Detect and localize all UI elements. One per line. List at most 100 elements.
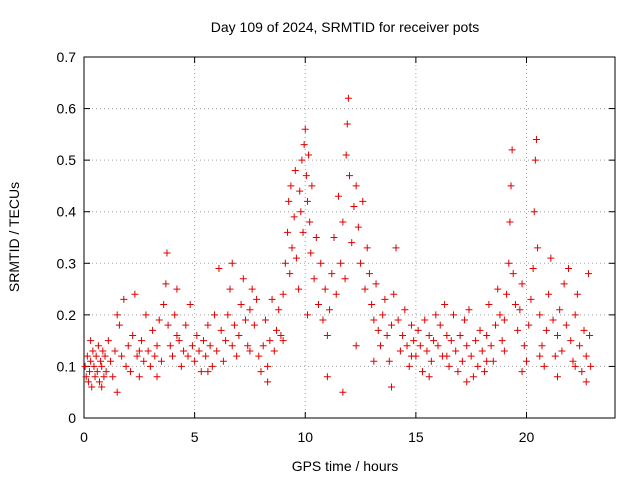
data-point: [95, 378, 103, 386]
data-point: [507, 182, 515, 190]
data-point: [489, 357, 497, 365]
data-point: [401, 306, 409, 314]
data-point: [228, 259, 236, 267]
data-point: [83, 352, 91, 360]
data-point: [213, 347, 221, 355]
data-point: [334, 192, 342, 200]
data-point: [135, 347, 143, 355]
data-point: [370, 357, 378, 365]
data-point: [279, 337, 287, 345]
data-point: [191, 357, 199, 365]
data-point: [354, 223, 362, 231]
data-point: [169, 352, 176, 360]
data-point: [162, 280, 170, 288]
data-point: [505, 259, 513, 267]
data-point: [407, 321, 415, 329]
data-point: [540, 362, 548, 370]
data-point: [421, 316, 429, 324]
data-point: [547, 254, 555, 262]
data-point: [228, 342, 236, 350]
data-point: [149, 326, 157, 334]
data-point: [506, 218, 514, 226]
data-point: [138, 337, 146, 345]
y-axis-label: SRMTID / TECUs: [6, 182, 22, 292]
data-point: [542, 326, 550, 334]
data-point: [396, 347, 404, 355]
data-point: [253, 295, 261, 303]
data-point: [239, 275, 247, 283]
data-point: [248, 285, 256, 293]
data-point: [297, 208, 305, 216]
data-point: [361, 285, 369, 293]
data-point: [385, 357, 393, 365]
data-point: [246, 306, 254, 314]
data-point: [92, 352, 100, 360]
data-point: [425, 373, 433, 381]
data-point: [307, 249, 315, 257]
grid-lines: [84, 57, 615, 418]
data-point: [279, 290, 287, 298]
data-point: [463, 378, 471, 386]
data-point: [374, 326, 382, 334]
data-point: [443, 331, 451, 339]
data-point: [553, 331, 561, 339]
data-point: [151, 352, 159, 360]
data-point: [91, 373, 99, 381]
data-point: [197, 368, 205, 376]
data-point: [118, 352, 126, 360]
data-point: [509, 270, 517, 278]
data-point: [452, 347, 460, 355]
data-point: [534, 244, 542, 252]
chart-title: Day 109 of 2024, SRMTID for receiver pot…: [211, 19, 479, 35]
data-point: [582, 352, 590, 360]
data-point: [99, 347, 107, 355]
data-point: [215, 264, 223, 272]
data-point: [82, 373, 90, 381]
y-tick-label: 0.6: [57, 101, 77, 117]
data-point: [261, 316, 269, 324]
y-tick-label: 0.3: [57, 255, 77, 271]
data-point: [113, 311, 121, 319]
data-point: [302, 172, 310, 180]
data-point: [224, 311, 232, 319]
data-point: [348, 239, 356, 247]
data-point: [285, 197, 293, 205]
data-point: [339, 388, 347, 396]
data-point: [518, 368, 526, 376]
data-point: [388, 383, 396, 391]
data-point: [485, 301, 493, 309]
y-tick-label: 0: [68, 410, 76, 426]
data-point: [536, 352, 544, 360]
data-point: [365, 270, 373, 278]
data-points: [81, 94, 595, 396]
data-point: [410, 337, 418, 345]
data-point: [230, 321, 238, 329]
data-point: [288, 244, 296, 252]
data-point: [237, 301, 245, 309]
data-point: [558, 347, 566, 355]
data-point: [266, 337, 274, 345]
data-point: [350, 203, 358, 211]
data-point: [587, 362, 595, 370]
data-point: [530, 208, 538, 216]
data-point: [580, 326, 588, 334]
data-point: [242, 316, 250, 324]
data-point: [500, 347, 508, 355]
data-point: [545, 290, 553, 298]
data-point: [281, 259, 289, 267]
data-point: [381, 295, 389, 303]
data-point: [480, 368, 488, 376]
data-point: [363, 244, 371, 252]
data-point: [516, 306, 524, 314]
data-point: [487, 342, 495, 350]
data-point: [305, 151, 313, 159]
data-point: [298, 156, 306, 164]
data-point: [199, 337, 207, 345]
data-point: [525, 321, 533, 329]
data-point: [250, 321, 258, 329]
data-point: [553, 373, 561, 381]
data-point: [97, 357, 105, 365]
data-point: [275, 306, 283, 314]
data-point: [126, 368, 134, 376]
